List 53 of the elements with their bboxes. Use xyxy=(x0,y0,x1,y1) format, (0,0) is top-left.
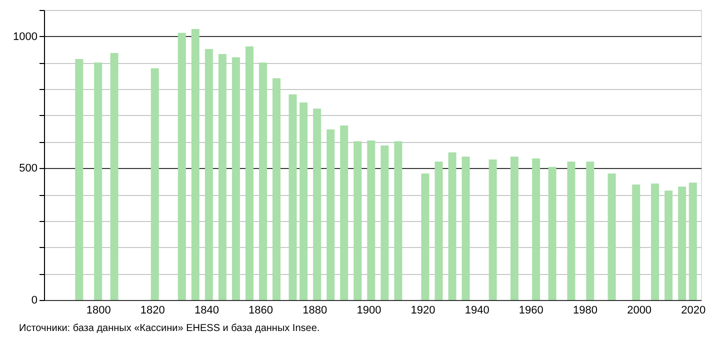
x-tick-label: 1860 xyxy=(248,304,274,316)
bar xyxy=(510,156,518,300)
x-tick-label: 2000 xyxy=(627,304,652,316)
bar xyxy=(688,182,697,300)
x-tick-label: 1940 xyxy=(464,304,490,316)
y-tick-label: 1000 xyxy=(13,30,38,43)
bar xyxy=(288,94,297,300)
y-tick-label: 500 xyxy=(19,162,38,175)
bar xyxy=(632,184,640,300)
bar xyxy=(586,162,594,300)
bar xyxy=(608,173,616,300)
bar xyxy=(232,57,240,300)
bar xyxy=(434,162,443,300)
bar xyxy=(150,68,159,300)
bar xyxy=(218,54,226,300)
x-tick-label: 1880 xyxy=(302,304,328,316)
bar xyxy=(354,141,362,300)
bar xyxy=(313,108,322,300)
bar xyxy=(380,146,389,300)
bar xyxy=(340,125,348,300)
bar xyxy=(75,59,84,300)
bar xyxy=(272,78,281,300)
text: Источники: база данных «Кассини» EHESS и база данных Insee. xyxy=(19,323,320,334)
x-tick-label: 1980 xyxy=(573,304,598,316)
bar xyxy=(532,158,540,300)
bar xyxy=(259,62,267,300)
bar xyxy=(664,190,673,300)
bar xyxy=(191,28,200,300)
bar xyxy=(488,159,497,300)
bar xyxy=(548,166,556,300)
bar xyxy=(326,129,335,300)
bar xyxy=(678,186,686,300)
x-tick-label: 2020 xyxy=(681,304,706,316)
bar xyxy=(421,173,430,300)
bar xyxy=(94,62,102,300)
x-tick-label: 1920 xyxy=(410,304,436,316)
bar xyxy=(245,46,254,300)
x-tick-label: 1900 xyxy=(356,304,382,316)
bar xyxy=(651,183,660,300)
bar xyxy=(448,152,456,300)
x-tick-label: 1960 xyxy=(518,304,544,316)
x-tick-label: 1840 xyxy=(194,304,219,316)
bar xyxy=(567,162,576,300)
bar xyxy=(178,32,186,300)
x-tick-label: 1800 xyxy=(86,304,111,316)
bar xyxy=(394,141,402,300)
bar xyxy=(462,156,470,300)
x-tick-label: 1820 xyxy=(140,304,165,316)
bar xyxy=(300,102,308,300)
y-tick-label: 0 xyxy=(31,294,38,306)
bar xyxy=(110,52,118,300)
bar xyxy=(204,49,213,300)
bar xyxy=(367,140,376,300)
